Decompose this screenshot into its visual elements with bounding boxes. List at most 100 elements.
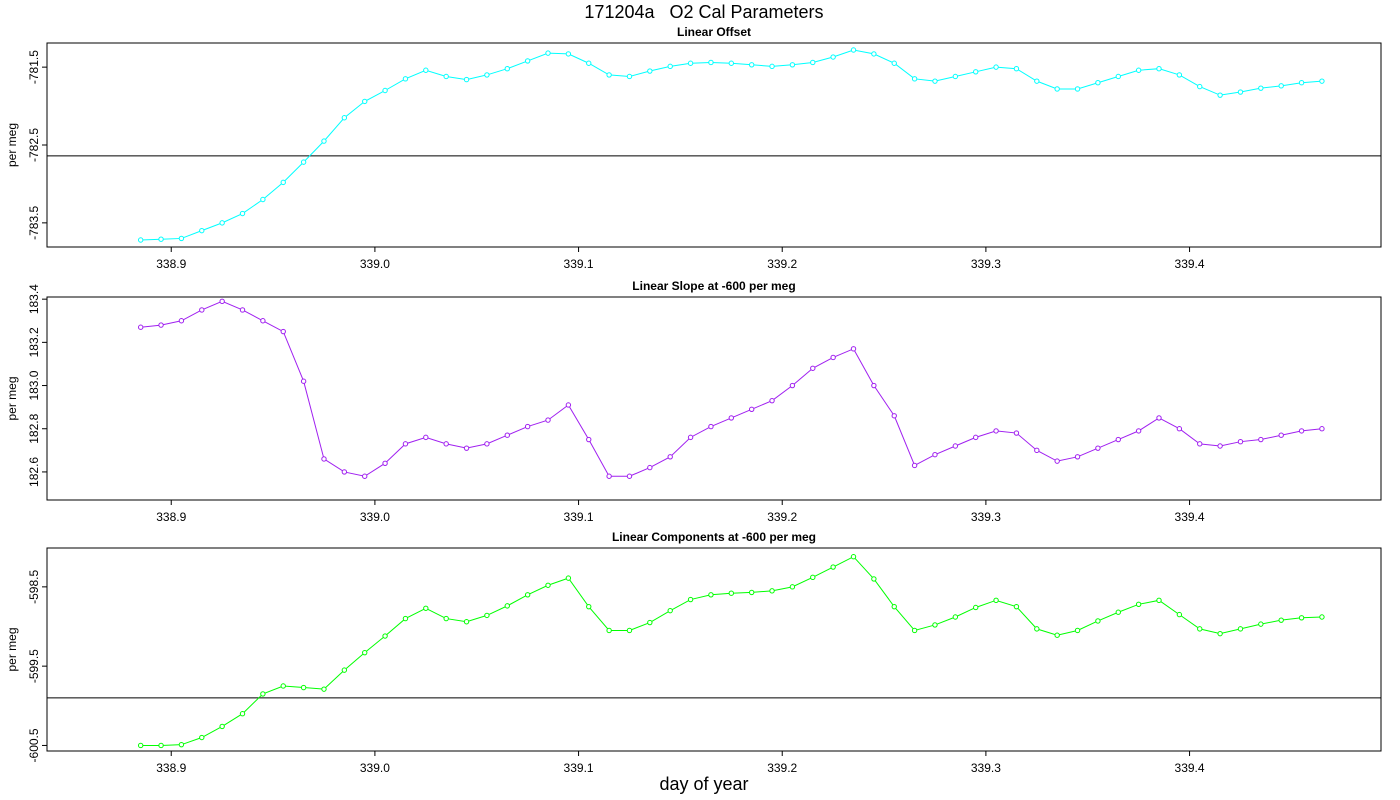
panel-title: Linear Slope at -600 per meg xyxy=(632,279,795,293)
data-point xyxy=(321,686,327,692)
data-point xyxy=(1034,626,1040,632)
x-tick-label: 339.2 xyxy=(767,257,797,271)
data-point xyxy=(402,441,409,447)
data-point xyxy=(1278,617,1284,623)
x-tick-label: 339.4 xyxy=(1175,510,1205,524)
data-point xyxy=(667,454,673,460)
data-point xyxy=(586,436,592,443)
data-point xyxy=(586,603,592,610)
y-tick-label: -598.5 xyxy=(27,570,41,604)
data-point xyxy=(382,633,388,639)
panel-title: Linear Components at -600 per meg xyxy=(612,530,816,544)
data-point xyxy=(362,98,368,105)
y-tick-label: 182.6 xyxy=(27,457,41,487)
data-point xyxy=(687,60,694,66)
data-point xyxy=(708,59,714,66)
x-tick-label: 339.0 xyxy=(360,761,390,775)
data-point xyxy=(402,615,409,622)
data-point xyxy=(891,60,897,66)
data-point xyxy=(341,115,348,121)
data-point xyxy=(687,434,694,441)
data-point xyxy=(382,87,388,94)
data-point xyxy=(1176,611,1183,618)
data-point xyxy=(769,397,775,404)
data-point xyxy=(708,592,714,598)
data-point xyxy=(1013,430,1020,436)
data-point xyxy=(321,456,327,462)
data-point xyxy=(239,711,246,717)
data-point xyxy=(1074,454,1081,460)
data-point xyxy=(993,428,999,434)
data-point xyxy=(850,47,857,53)
data-point xyxy=(1237,438,1244,445)
data-point xyxy=(911,76,918,82)
data-point xyxy=(973,69,979,75)
x-tick-label: 339.2 xyxy=(767,510,797,524)
data-point xyxy=(321,138,327,144)
data-point xyxy=(199,734,205,741)
data-point xyxy=(789,584,796,590)
data-point xyxy=(484,612,490,619)
data-point xyxy=(1319,426,1325,432)
x-tick-label: 338.9 xyxy=(156,510,186,524)
data-point xyxy=(1197,626,1203,632)
data-point xyxy=(443,615,449,622)
data-point xyxy=(1319,78,1325,84)
data-point xyxy=(219,298,225,305)
data-point xyxy=(280,328,286,335)
data-point xyxy=(545,50,551,56)
data-point xyxy=(891,603,897,610)
data-point xyxy=(687,596,694,603)
x-tick-label: 339.3 xyxy=(971,761,1001,775)
data-point xyxy=(260,318,266,324)
data-point xyxy=(891,413,897,419)
data-point xyxy=(748,406,755,412)
data-point xyxy=(362,473,368,479)
data-point xyxy=(1319,614,1325,620)
data-point xyxy=(769,588,775,594)
data-point xyxy=(911,462,918,469)
data-point xyxy=(158,742,164,749)
data-point xyxy=(1258,621,1264,627)
data-point xyxy=(1054,632,1060,638)
series-line xyxy=(140,49,1322,241)
data-point xyxy=(300,684,307,691)
data-point xyxy=(952,73,959,80)
plot-frame xyxy=(46,296,1382,501)
data-point xyxy=(830,354,836,361)
data-point xyxy=(504,603,510,609)
data-point xyxy=(1156,597,1162,604)
data-point xyxy=(748,589,755,596)
data-point xyxy=(1278,432,1284,438)
y-axis-label: per meg xyxy=(5,627,19,671)
y-tick-label: 182.8 xyxy=(27,413,41,443)
data-point xyxy=(484,72,490,78)
plot-frame xyxy=(46,547,1382,752)
data-point xyxy=(545,582,551,588)
y-axis-label: per meg xyxy=(5,376,19,420)
data-point xyxy=(647,464,653,471)
data-point xyxy=(402,76,409,82)
data-point xyxy=(871,51,877,57)
panel: Linear Components at -600 per meg per meg… xyxy=(5,530,1382,775)
data-point xyxy=(932,451,938,458)
x-tick-label: 339.2 xyxy=(767,761,797,775)
x-tick-label: 339.4 xyxy=(1175,761,1205,775)
data-point xyxy=(1156,65,1162,72)
panel: Linear Offset per meg 338.9 339.0 339.1 339.2… xyxy=(5,25,1382,271)
data-point xyxy=(647,68,653,74)
data-point xyxy=(993,64,999,70)
panel: Linear Slope at -600 per meg per meg 338.9… xyxy=(5,279,1382,524)
y-tick-label: 183.4 xyxy=(27,284,41,314)
x-axis-label: day of year xyxy=(659,774,748,794)
data-point xyxy=(748,62,755,68)
data-point xyxy=(871,382,877,389)
data-point xyxy=(504,432,510,438)
data-point xyxy=(219,220,225,226)
y-tick-label: -781.5 xyxy=(27,50,41,84)
data-point xyxy=(1095,80,1101,86)
data-point xyxy=(463,445,470,451)
x-tick-label: 339.1 xyxy=(564,510,594,524)
data-point xyxy=(1074,86,1081,92)
data-point xyxy=(728,415,735,421)
